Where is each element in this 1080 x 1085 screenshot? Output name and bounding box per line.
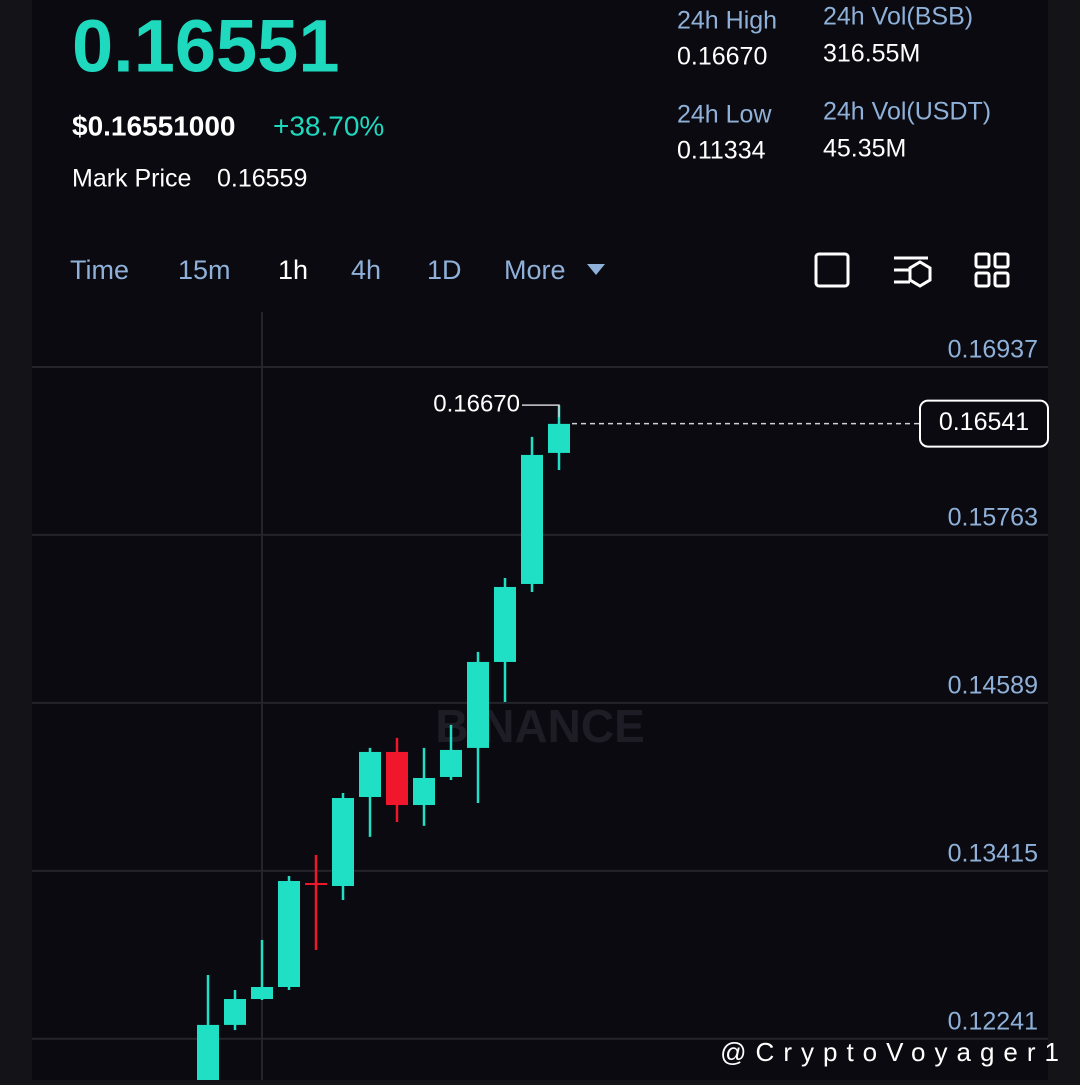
candle-body	[305, 882, 327, 885]
candle-body	[521, 454, 543, 584]
tab[interactable]: More	[504, 255, 566, 285]
y-tick-label: 0.16937	[948, 336, 1038, 364]
price: 0.16551	[72, 5, 340, 88]
stat-label: 24h Low	[677, 101, 772, 129]
stat-value: 0.16670	[677, 43, 767, 71]
icon-settings-hex[interactable]	[908, 260, 932, 288]
change: +38.70%	[273, 110, 384, 141]
icon-grid[interactable]	[974, 271, 991, 288]
candle-body	[359, 751, 381, 798]
last-price-label: 0.16541	[939, 408, 1029, 436]
candle-body	[197, 1024, 219, 1080]
plot	[32, 365, 1048, 1080]
icon-grid[interactable]	[993, 271, 1010, 288]
candle-body	[386, 751, 408, 806]
y-tick-label: 0.14589	[948, 671, 1038, 699]
candle-body	[440, 749, 462, 777]
tab[interactable]: Time	[70, 255, 129, 285]
stat-value: 316.55M	[823, 40, 920, 68]
candle-body	[278, 880, 300, 988]
icon-grid[interactable]	[974, 252, 991, 269]
candle-body	[548, 423, 570, 453]
stat-label: 24h Vol(BSB)	[823, 3, 973, 31]
dropdown-arrow[interactable]	[587, 264, 605, 275]
stat-label: 24h Vol(USDT)	[823, 98, 991, 126]
last-price-box	[919, 399, 1049, 448]
tab[interactable]: 4h	[351, 255, 381, 285]
usd-price: $0.16551000	[72, 110, 236, 141]
credit: @CryptoVoyager1	[720, 1037, 1068, 1067]
tab[interactable]: 1D	[427, 255, 462, 285]
y-tick-label: 0.12241	[948, 1007, 1038, 1035]
y-tick-label: 0.15763	[948, 504, 1038, 532]
tab-active[interactable]: 1h	[278, 255, 308, 285]
high-label: 0.16670	[433, 390, 520, 417]
candle-body	[251, 987, 273, 1000]
icon-resize[interactable]	[814, 252, 850, 288]
y-tick-label: 0.13415	[948, 839, 1038, 867]
candle-body	[494, 586, 516, 662]
watermark: BINANCE	[435, 700, 645, 752]
candle-body	[413, 777, 435, 806]
candle-body	[467, 661, 489, 748]
high-marker	[522, 404, 560, 418]
stat-label: 24h High	[677, 7, 777, 35]
mark-price-label: Mark Price	[72, 165, 191, 193]
stat-value: 45.35M	[823, 135, 906, 163]
candle-body	[332, 798, 354, 886]
candle-body	[224, 999, 246, 1025]
tab[interactable]: 15m	[178, 255, 231, 285]
stat-value: 0.11334	[677, 137, 766, 165]
toolbar-icons[interactable]	[814, 252, 1010, 288]
mark-price: 0.16559	[217, 165, 307, 193]
icon-grid[interactable]	[993, 252, 1010, 269]
icon-settings[interactable]	[894, 256, 928, 284]
